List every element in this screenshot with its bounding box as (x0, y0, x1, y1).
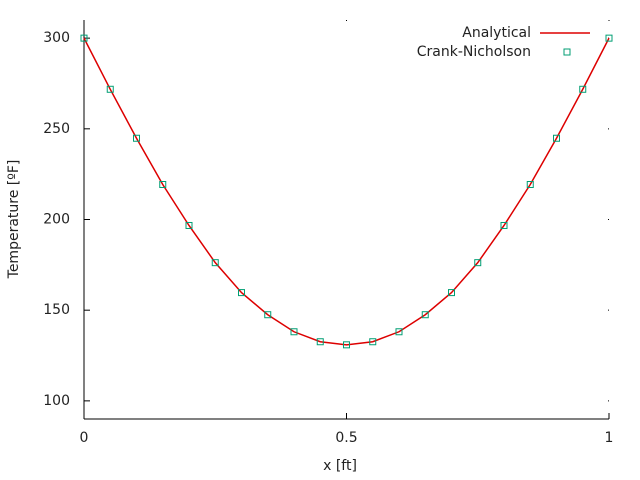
y-tick-label: 300 (43, 30, 70, 46)
data-point (80, 34, 88, 42)
data-point (185, 221, 193, 229)
data-point (526, 180, 534, 188)
data-point (369, 338, 377, 346)
x-tick-label: 0 (80, 430, 89, 446)
data-point (605, 34, 613, 42)
data-line (83, 37, 610, 346)
x-tick-label: 0.5 (335, 430, 357, 446)
data-point (290, 328, 298, 336)
data-point (448, 289, 455, 297)
y-axis-label: Temperature [ºF] (6, 160, 22, 280)
data-point (395, 328, 403, 336)
legend-label: Crank-Nicholson (417, 44, 531, 60)
data-point (238, 289, 245, 297)
legend-swatch (563, 48, 571, 56)
data-point (106, 85, 114, 93)
data-point (553, 134, 560, 142)
data-point (159, 180, 167, 188)
data-point (500, 221, 508, 229)
legend-label: Analytical (462, 25, 531, 41)
y-tick-label: 150 (43, 302, 70, 318)
x-tick-label: 1 (605, 430, 614, 446)
y-tick-label: 200 (43, 212, 70, 228)
data-point (421, 311, 429, 319)
data-point (343, 341, 350, 349)
data-point (133, 134, 140, 142)
data-point (474, 259, 482, 267)
data-point (211, 259, 219, 267)
data-point (579, 85, 587, 93)
y-tick-label: 250 (43, 121, 70, 137)
data-point (264, 311, 272, 319)
data-point (316, 338, 324, 346)
x-axis-label: x [ft] (323, 458, 357, 474)
y-tick-label: 100 (43, 393, 70, 409)
